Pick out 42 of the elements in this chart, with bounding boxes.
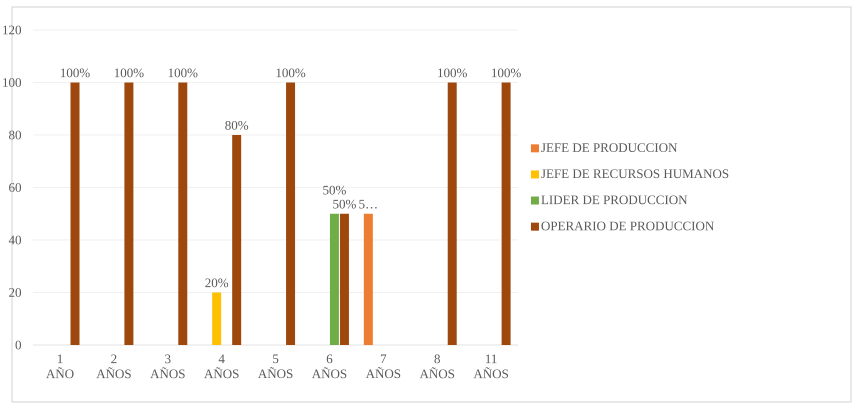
bar xyxy=(70,82,80,345)
x-tick-label: 8 AÑOS xyxy=(420,354,454,378)
bar xyxy=(448,82,457,345)
legend-label: JEFE DE PRODUCCION xyxy=(541,143,678,152)
y-tick-label: 60 xyxy=(9,183,22,192)
x-tick-label: 4 AÑOS xyxy=(204,354,239,378)
data-label: 5… xyxy=(359,200,377,209)
x-tick-label: 5 AÑOS xyxy=(258,354,292,378)
y-tick-label: 120 xyxy=(3,26,22,34)
y-tick-label: 40 xyxy=(8,236,22,244)
data-label: 50% xyxy=(323,186,346,195)
y-tick-label: 20 xyxy=(9,288,22,297)
y-tick-label: 100 xyxy=(3,78,22,87)
legend-label: LIDER DE PRODUCCION xyxy=(541,195,688,204)
y-tick-label: 0 xyxy=(16,340,22,350)
data-label: 100% xyxy=(60,68,90,78)
data-label: 20% xyxy=(205,278,228,288)
legend-label: OPERARIO DE PRODUCCION xyxy=(541,222,714,230)
bar xyxy=(124,82,134,345)
x-tick-label: 7 AÑOS xyxy=(366,354,400,378)
x-tick-label: 11 AÑOS xyxy=(474,354,508,378)
bar xyxy=(364,214,373,345)
bar xyxy=(232,134,242,345)
data-label: 100% xyxy=(276,68,306,78)
data-label: 50% xyxy=(333,200,356,209)
data-label: 100% xyxy=(114,68,144,78)
bar xyxy=(178,82,188,345)
bar xyxy=(212,292,222,345)
data-label: 100% xyxy=(492,68,521,78)
x-tick-label: 2 AÑOS xyxy=(96,354,131,378)
legend-label: JEFE DE RECURSOS HUMANOS xyxy=(541,169,728,178)
y-tick-label: 80 xyxy=(9,130,22,140)
x-tick-label: 3 AÑOS xyxy=(150,354,185,378)
data-label: 80% xyxy=(225,120,248,130)
bar xyxy=(286,82,296,345)
x-tick-label: 1 AÑO xyxy=(46,354,74,378)
bar xyxy=(502,82,511,345)
data-label: 100% xyxy=(438,68,467,78)
bar xyxy=(340,214,349,345)
x-tick-label: 6 AÑOS xyxy=(312,354,346,378)
data-label: 100% xyxy=(168,68,198,78)
bar xyxy=(330,214,339,345)
